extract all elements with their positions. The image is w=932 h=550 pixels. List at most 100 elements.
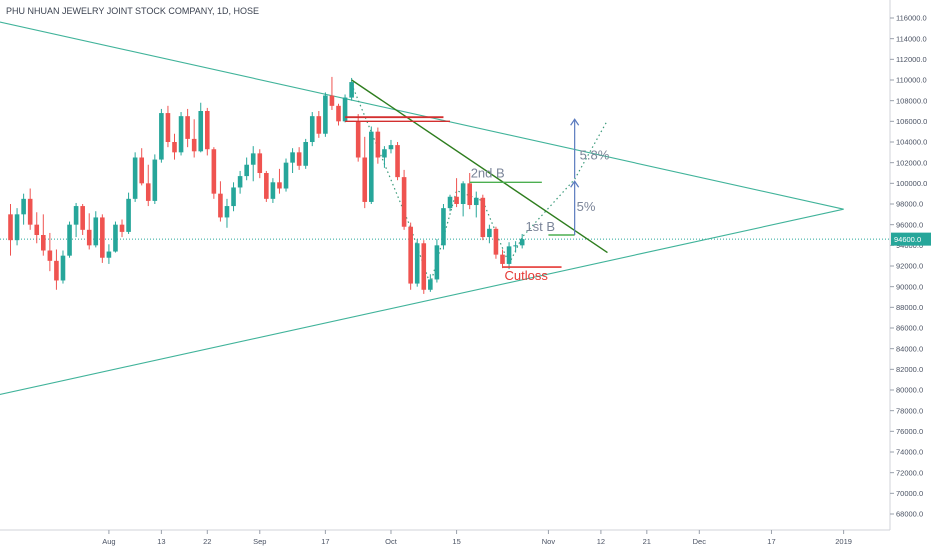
- candle-down: [493, 228, 499, 255]
- candle-up: [159, 113, 164, 160]
- projection-arrow-5-8pct-head: [570, 118, 580, 126]
- x-tick-label: Oct: [385, 537, 398, 546]
- candle-up: [303, 142, 308, 166]
- candle-up: [506, 246, 512, 264]
- candle-down: [277, 182, 282, 189]
- candle-down: [185, 116, 190, 139]
- lower-channel-line: [0, 208, 844, 396]
- candle-down: [316, 116, 322, 134]
- y-tick-label: 84000.0: [896, 344, 923, 353]
- candle-down: [41, 235, 46, 251]
- candle-up: [441, 208, 446, 246]
- candle-up: [126, 198, 131, 232]
- chart-title: PHU NHUAN JEWELRY JOINT STOCK COMPANY, 1…: [6, 6, 260, 16]
- candle-down: [27, 198, 33, 225]
- candle-down: [47, 250, 53, 261]
- x-tick-label: 21: [643, 537, 651, 546]
- x-tick-label: 13: [157, 537, 165, 546]
- y-tick-label: 80000.0: [896, 386, 923, 395]
- candle-up: [428, 279, 433, 290]
- candle-up: [113, 224, 118, 252]
- first-buy-label: 1st B: [525, 219, 555, 234]
- candle-up: [237, 176, 243, 188]
- candle-up: [93, 217, 99, 246]
- candle-up: [67, 224, 72, 256]
- projection-arrow-5pct-head: [570, 180, 580, 188]
- x-tick-label: 12: [597, 537, 605, 546]
- last-price-tag: [891, 232, 931, 246]
- candle-down: [34, 224, 40, 235]
- y-tick-label: 110000.0: [896, 76, 927, 85]
- y-tick-label: 92000.0: [896, 262, 923, 271]
- candle-down: [257, 153, 263, 173]
- y-tick-label: 106000.0: [896, 117, 927, 126]
- candle-up: [14, 214, 20, 241]
- y-tick-label: 96000.0: [896, 220, 923, 229]
- candle-down: [375, 131, 381, 158]
- candle-down: [296, 152, 302, 166]
- y-tick-label: 90000.0: [896, 282, 923, 291]
- candle-down: [480, 197, 486, 238]
- y-tick-label: 74000.0: [896, 448, 923, 457]
- x-tick-label: 17: [767, 537, 775, 546]
- candle-down: [86, 229, 92, 246]
- y-tick-label: 108000.0: [896, 96, 927, 105]
- candle-up: [106, 251, 112, 258]
- candle-down: [8, 214, 13, 241]
- candle-down: [54, 260, 59, 281]
- y-tick-label: 76000.0: [896, 427, 923, 436]
- candle-up: [349, 82, 354, 98]
- candle-up: [73, 206, 79, 225]
- candle-up: [198, 111, 204, 152]
- candle-down: [329, 95, 335, 106]
- candle-up: [519, 239, 525, 246]
- y-tick-label: 82000.0: [896, 365, 923, 374]
- y-tick-label: 116000.0: [896, 14, 927, 23]
- candle-up: [487, 228, 492, 238]
- candle-up: [309, 116, 315, 142]
- x-tick-label: 15: [452, 537, 460, 546]
- candle-down: [355, 121, 361, 158]
- y-tick-label: 68000.0: [896, 510, 923, 519]
- y-tick-label: 98000.0: [896, 200, 923, 209]
- candle-up: [460, 183, 466, 204]
- candle-down: [80, 206, 85, 230]
- pct-5-label: 5%: [577, 199, 596, 214]
- y-tick-label: 112000.0: [896, 55, 927, 64]
- y-tick-label: 102000.0: [896, 158, 927, 167]
- y-tick-label: 70000.0: [896, 489, 923, 498]
- y-tick-label: 86000.0: [896, 324, 923, 333]
- candle-up: [21, 198, 26, 215]
- candle-down: [218, 193, 223, 218]
- candle-up: [231, 187, 236, 207]
- candle-down: [395, 145, 400, 178]
- x-tick-label: Sep: [253, 537, 266, 546]
- candle-down: [172, 142, 177, 153]
- candle-up: [414, 243, 420, 284]
- x-tick-label: Nov: [542, 537, 556, 546]
- candle-down: [191, 138, 197, 152]
- candle-up: [60, 255, 66, 281]
- candle-up: [132, 157, 138, 199]
- candle-up: [323, 95, 328, 134]
- candle-up: [250, 153, 256, 165]
- candle-down: [401, 177, 407, 227]
- x-tick-label: 17: [321, 537, 329, 546]
- candle-down: [139, 157, 144, 184]
- candle-down: [454, 196, 459, 204]
- candle-down: [408, 226, 413, 284]
- candle-up: [290, 152, 295, 163]
- projection-path: [351, 83, 609, 287]
- candle-down: [205, 111, 210, 150]
- x-tick-label: 2019: [835, 537, 852, 546]
- candle-down: [264, 173, 269, 199]
- candle-up: [447, 196, 453, 209]
- x-tick-label: Dec: [693, 537, 707, 546]
- candle-down: [100, 217, 105, 258]
- pct-5-8-label: 5.8%: [580, 148, 610, 163]
- candle-down: [145, 183, 151, 201]
- candle-down: [211, 149, 217, 194]
- candle-up: [270, 182, 276, 199]
